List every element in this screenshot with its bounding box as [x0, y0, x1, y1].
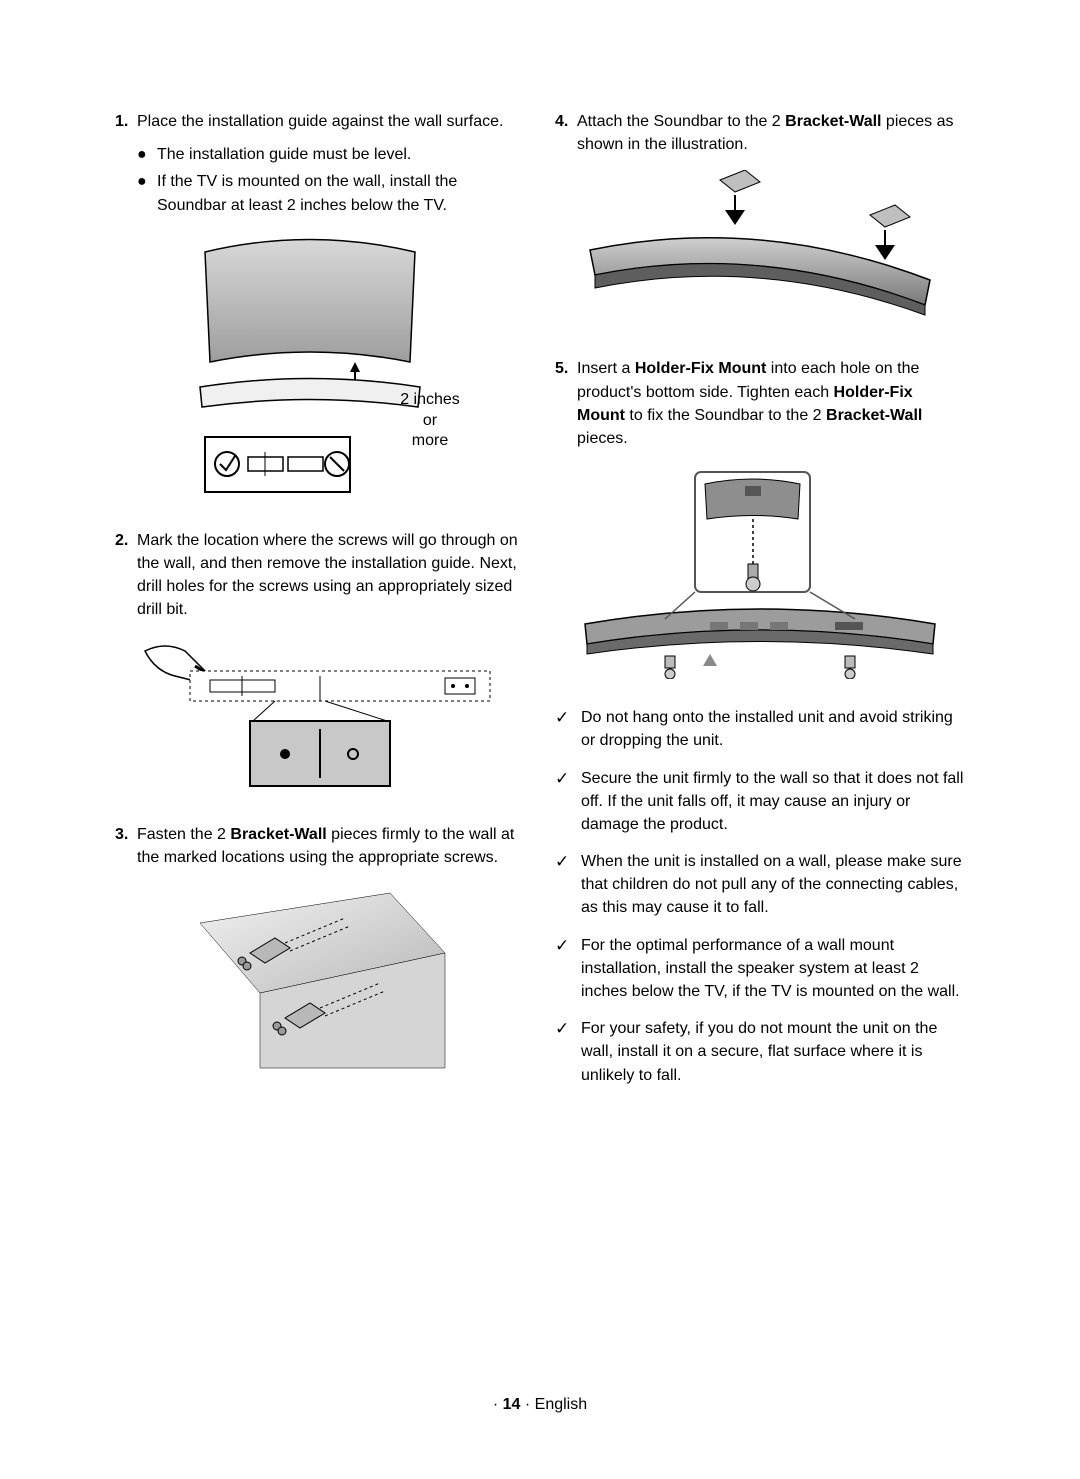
drill-marking-illustration	[135, 636, 505, 796]
page-footer: · 14 · English	[0, 1396, 1080, 1414]
step-text: Place the installation guide against the…	[137, 110, 525, 133]
holder-fix-illustration	[575, 464, 945, 679]
check-item: ✓ For your safety, if you do not mount t…	[555, 1017, 965, 1087]
check-item: ✓ For the optimal performance of a wall …	[555, 934, 965, 1004]
check-text: Secure the unit firmly to the wall so th…	[581, 767, 965, 837]
bullet-text: If the TV is mounted on the wall, instal…	[157, 170, 525, 216]
figure-step-1: 2 inches or more	[115, 232, 525, 507]
check-text: For your safety, if you do not mount the…	[581, 1017, 965, 1087]
step-text: Insert a Holder-Fix Mount into each hole…	[577, 357, 965, 450]
step-number: 2.	[115, 529, 137, 622]
check-icon: ✓	[555, 850, 581, 920]
figure-step-2	[115, 636, 525, 801]
left-column: 1. Place the installation guide against …	[115, 110, 525, 1101]
check-text: For the optimal performance of a wall mo…	[581, 934, 965, 1004]
attach-soundbar-illustration	[580, 170, 940, 330]
bullet-dot-icon: ●	[137, 143, 157, 166]
check-item: ✓ Secure the unit firmly to the wall so …	[555, 767, 965, 837]
step-number: 5.	[555, 357, 577, 450]
bracket-wall-illustration	[190, 883, 450, 1073]
bullet-text: The installation guide must be level.	[157, 143, 525, 166]
check-item: ✓ Do not hang onto the installed unit an…	[555, 706, 965, 752]
step-number: 4.	[555, 110, 577, 156]
step-1-bullets: ● The installation guide must be level. …	[137, 143, 525, 217]
step-1: 1. Place the installation guide against …	[115, 110, 525, 133]
figure-step-3	[115, 883, 525, 1078]
safety-checks: ✓ Do not hang onto the installed unit an…	[555, 706, 965, 1087]
bullet-item: ● The installation guide must be level.	[137, 143, 525, 166]
check-text: When the unit is installed on a wall, pl…	[581, 850, 965, 920]
check-item: ✓ When the unit is installed on a wall, …	[555, 850, 965, 920]
check-icon: ✓	[555, 706, 581, 752]
check-icon: ✓	[555, 1017, 581, 1087]
figure-step-4	[555, 170, 965, 335]
step-2: 2. Mark the location where the screws wi…	[115, 529, 525, 622]
step-5: 5. Insert a Holder-Fix Mount into each h…	[555, 357, 965, 450]
tv-soundbar-illustration	[180, 232, 460, 502]
step-text: Attach the Soundbar to the 2 Bracket-Wal…	[577, 110, 965, 156]
step-3: 3. Fasten the 2 Bracket-Wall pieces firm…	[115, 823, 525, 869]
inches-label: 2 inches or more	[400, 390, 460, 452]
check-icon: ✓	[555, 934, 581, 1004]
page-language: English	[535, 1396, 587, 1413]
figure-step-5	[555, 464, 965, 684]
step-4: 4. Attach the Soundbar to the 2 Bracket-…	[555, 110, 965, 156]
step-text: Fasten the 2 Bracket-Wall pieces firmly …	[137, 823, 525, 869]
check-icon: ✓	[555, 767, 581, 837]
page-number: 14	[503, 1396, 521, 1413]
bullet-dot-icon: ●	[137, 170, 157, 216]
step-number: 3.	[115, 823, 137, 869]
step-number: 1.	[115, 110, 137, 133]
step-text: Mark the location where the screws will …	[137, 529, 525, 622]
check-text: Do not hang onto the installed unit and …	[581, 706, 965, 752]
right-column: 4. Attach the Soundbar to the 2 Bracket-…	[555, 110, 965, 1101]
bullet-item: ● If the TV is mounted on the wall, inst…	[137, 170, 525, 216]
